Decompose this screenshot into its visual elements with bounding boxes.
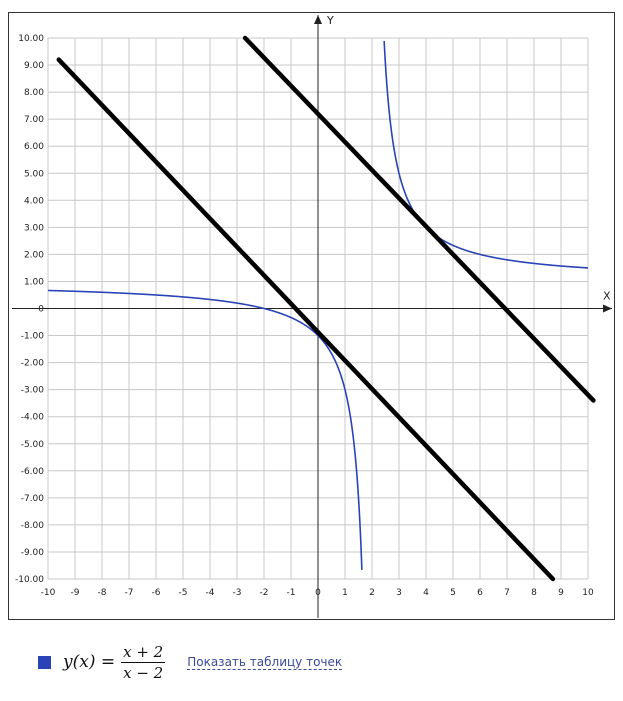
- x-tick-label: -7: [125, 588, 134, 598]
- function-curve-branch: [383, 41, 589, 269]
- chart: XY-10 -9 -8 -7 -6 -5 -4 -3 -2 -1 0 1 2 3 4 5 6 7 8 9 1010.00…: [12, 14, 612, 618]
- y-tick-label: 8.00: [24, 88, 44, 98]
- legend-swatch: [38, 655, 51, 669]
- y-tick-label: -3.00: [21, 386, 45, 396]
- x-tick-label: 0: [315, 588, 321, 598]
- y-tick-label: 7.00: [24, 115, 44, 125]
- x-tick-label: 8: [531, 588, 537, 598]
- x-tick-label: -5: [179, 588, 188, 598]
- drawn-line: [56, 57, 556, 582]
- formula-numerator: x + 2: [121, 642, 166, 663]
- y-tick-label: 3.00: [24, 223, 44, 233]
- y-tick-label: -10.00: [15, 575, 44, 585]
- x-tick-label: -8: [98, 588, 107, 598]
- y-tick-label: -6.00: [21, 467, 45, 477]
- y-tick-label: -9.00: [21, 548, 45, 558]
- legend: y(x) = x + 2 x − 2 Показать таблицу точе…: [38, 640, 343, 684]
- formula-lhs: y(x) =: [63, 652, 116, 672]
- x-tick-label: 10: [582, 588, 594, 598]
- x-tick-label: 3: [396, 588, 402, 598]
- formula-denominator: x − 2: [123, 663, 164, 682]
- y-axis-arrow: [314, 15, 322, 24]
- x-axis-label: X: [603, 290, 611, 303]
- y-tick-label: -1.00: [21, 332, 45, 342]
- x-tick-label: 6: [477, 588, 483, 598]
- function-formula: y(x) = x + 2 x − 2: [63, 642, 166, 682]
- formula-fraction: x + 2 x − 2: [121, 642, 166, 682]
- x-axis-arrow: [603, 304, 612, 313]
- y-tick-label: 6.00: [24, 142, 44, 152]
- x-tick-label: 7: [504, 588, 510, 598]
- y-tick-label: -7.00: [21, 494, 45, 504]
- y-tick-label: 2.00: [24, 250, 44, 260]
- show-points-table-link[interactable]: Показать таблицу точек: [187, 654, 343, 670]
- y-tick-label: 9.00: [24, 61, 44, 71]
- x-tick-label: -9: [71, 588, 80, 598]
- y-tick-label: 1.00: [24, 277, 44, 287]
- y-tick-label: -8.00: [21, 521, 45, 531]
- function-curve-branch: [47, 289, 363, 570]
- x-tick-label: -10: [41, 588, 56, 598]
- y-tick-label: 10.00: [18, 34, 44, 44]
- y-tick-label: 0: [38, 305, 44, 315]
- y-tick-label: 4.00: [24, 196, 44, 206]
- y-tick-label: -2.00: [21, 359, 45, 369]
- x-tick-label: 9: [558, 588, 564, 598]
- x-tick-label: -4: [206, 588, 215, 598]
- y-tick-label: -4.00: [21, 413, 45, 423]
- y-tick-label: -5.00: [21, 440, 45, 450]
- x-tick-label: 4: [423, 588, 429, 598]
- x-tick-label: -1: [287, 588, 296, 598]
- x-tick-label: 2: [369, 588, 375, 598]
- x-tick-label: 1: [342, 588, 348, 598]
- drawn-line: [242, 35, 596, 403]
- x-tick-label: -2: [260, 588, 269, 598]
- x-tick-label: -6: [152, 588, 161, 598]
- x-tick-label: 5: [450, 588, 456, 598]
- y-axis-label: Y: [326, 14, 334, 27]
- y-tick-label: 5.00: [24, 169, 44, 179]
- x-tick-label: -3: [233, 588, 242, 598]
